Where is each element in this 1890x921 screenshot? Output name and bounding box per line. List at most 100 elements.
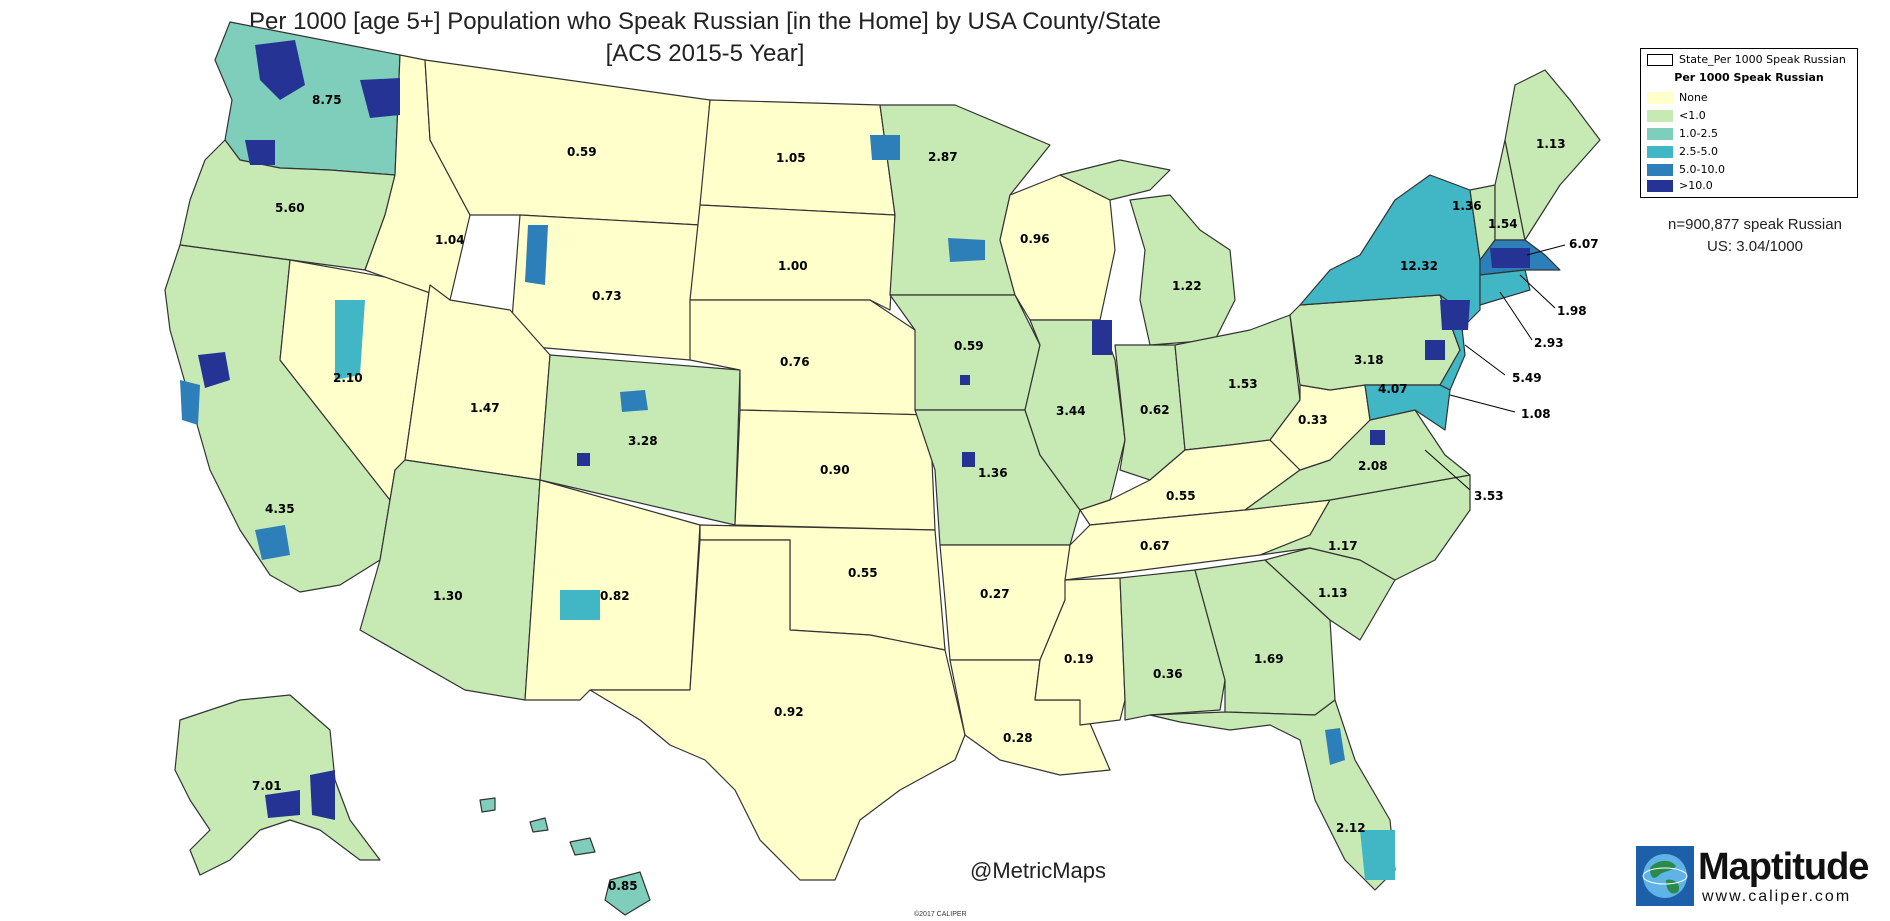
- label-NY: 12.32: [1400, 259, 1438, 273]
- label-PA: 3.18: [1354, 353, 1384, 367]
- state-value-labels: 8.75 5.60 4.35 2.10 1.04 0.59 0.73 1.47 …: [252, 93, 1599, 893]
- label-CT: 2.93: [1534, 336, 1564, 350]
- label-NV: 2.10: [333, 371, 363, 385]
- label-OK: 0.55: [848, 566, 878, 580]
- legend-class-0: None: [1647, 91, 1708, 104]
- county-md-dc: [1370, 430, 1385, 445]
- label-WA: 8.75: [312, 93, 342, 107]
- leader-NJ: [1464, 344, 1506, 376]
- label-ME: 1.13: [1536, 137, 1566, 151]
- state-FL: [1149, 699, 1396, 891]
- legend-class-label-4: 5.0-10.0: [1679, 163, 1725, 176]
- globe-icon: [1636, 846, 1694, 906]
- label-ND: 1.05: [776, 151, 806, 165]
- label-MT: 0.59: [567, 145, 597, 159]
- label-DC: 3.53: [1474, 489, 1504, 503]
- county-king-wa: [255, 40, 305, 100]
- state-HI-maui: [569, 837, 596, 856]
- county-hotspots: [180, 40, 1530, 880]
- copyright: ©2017 CALIPER: [914, 911, 967, 918]
- label-MO: 1.36: [978, 466, 1008, 480]
- county-spokane-wa: [360, 78, 400, 118]
- label-IA: 0.59: [954, 339, 984, 353]
- legend-class-1: <1.0: [1647, 109, 1706, 122]
- legend-swatch-0: [1647, 91, 1673, 104]
- label-NH: 1.54: [1488, 217, 1518, 231]
- legend-class-label-5: >10.0: [1679, 179, 1713, 192]
- label-AR: 0.27: [980, 587, 1010, 601]
- state-WI: [999, 174, 1116, 321]
- summary-us-rate: US: 3.04/1000: [1707, 238, 1803, 255]
- label-IL: 3.44: [1056, 404, 1086, 418]
- county-sf-ca: [180, 380, 200, 425]
- legend-state-outline-row: State_Per 1000 Speak Russian: [1647, 53, 1846, 66]
- state-HI-oahu: [529, 817, 549, 833]
- county-iowa: [960, 375, 970, 385]
- label-AZ: 1.30: [433, 589, 463, 603]
- label-MN: 2.87: [928, 150, 958, 164]
- legend-class-label-3: 2.5-5.0: [1679, 145, 1718, 158]
- label-HI: 0.85: [608, 879, 638, 893]
- label-SD: 1.00: [778, 259, 808, 273]
- state-SD: [689, 204, 896, 311]
- label-MS: 0.19: [1064, 652, 1094, 666]
- county-florida-east: [1325, 728, 1345, 765]
- label-TX: 0.92: [774, 705, 804, 719]
- watermark-handle: @MetricMaps: [970, 858, 1107, 883]
- label-SC: 1.13: [1318, 586, 1348, 600]
- county-la-ca: [255, 525, 290, 560]
- label-OH: 1.53: [1228, 377, 1258, 391]
- county-polk-mn: [870, 135, 900, 160]
- county-boston: [1490, 248, 1530, 268]
- state-MI-upper: [1059, 159, 1171, 201]
- logo-brand: Maptitude: [1698, 846, 1869, 888]
- county-nyc: [1440, 300, 1470, 330]
- legend-heading: Per 1000 Speak Russian: [1674, 71, 1824, 84]
- label-FL: 2.12: [1336, 821, 1366, 835]
- label-leader-lines: [1424, 244, 1566, 491]
- county-minneapolis: [948, 238, 985, 262]
- label-LA: 0.28: [1003, 731, 1033, 745]
- label-ID: 1.04: [435, 233, 465, 247]
- state-HI-big: [604, 871, 651, 916]
- leader-CT: [1499, 291, 1533, 341]
- label-CO: 3.28: [628, 434, 658, 448]
- label-AK: 7.01: [252, 779, 282, 793]
- county-sacramento-ca: [198, 352, 230, 388]
- state-MT: [424, 59, 711, 226]
- maptitude-logo: Maptitude www.caliper.com: [1636, 846, 1884, 908]
- map-title: Per 1000 [age 5+] Population who Speak R…: [249, 8, 1161, 35]
- state-shapes: [164, 21, 1601, 916]
- state-NC: [1259, 474, 1471, 581]
- map-legend: State_Per 1000 Speak Russian Per 1000 Sp…: [1640, 48, 1858, 198]
- label-OR: 5.60: [275, 201, 305, 215]
- legend-swatch-3: [1647, 145, 1673, 158]
- leader-MA: [1526, 244, 1566, 256]
- state-ME: [1504, 69, 1601, 241]
- legend-swatch-4: [1647, 163, 1673, 176]
- county-anchorage: [265, 790, 300, 818]
- logo-url: www.caliper.com: [1702, 888, 1852, 905]
- state-HI-kauai: [479, 797, 496, 813]
- label-NC: 1.17: [1328, 539, 1358, 553]
- county-nm-center: [560, 590, 600, 620]
- legend-class-label-0: None: [1679, 91, 1708, 104]
- label-WI: 0.96: [1020, 232, 1050, 246]
- legend-class-5: >10.0: [1647, 179, 1713, 192]
- label-NM: 0.82: [600, 589, 630, 603]
- label-KY: 0.55: [1166, 489, 1196, 503]
- label-UT: 1.47: [470, 401, 500, 415]
- label-VT: 1.36: [1452, 199, 1482, 213]
- label-MD: 4.07: [1378, 382, 1408, 396]
- county-chicago-il: [1092, 320, 1112, 355]
- state-MI: [1129, 194, 1236, 346]
- label-WV: 0.33: [1298, 413, 1328, 427]
- leader-RI: [1519, 274, 1556, 309]
- label-NE: 0.76: [780, 355, 810, 369]
- county-boulder-co: [620, 390, 648, 412]
- label-VA: 2.08: [1358, 459, 1388, 473]
- label-NJ: 5.49: [1512, 371, 1542, 385]
- legend-class-2: 1.0-2.5: [1647, 127, 1718, 140]
- county-teton-wy: [525, 225, 548, 285]
